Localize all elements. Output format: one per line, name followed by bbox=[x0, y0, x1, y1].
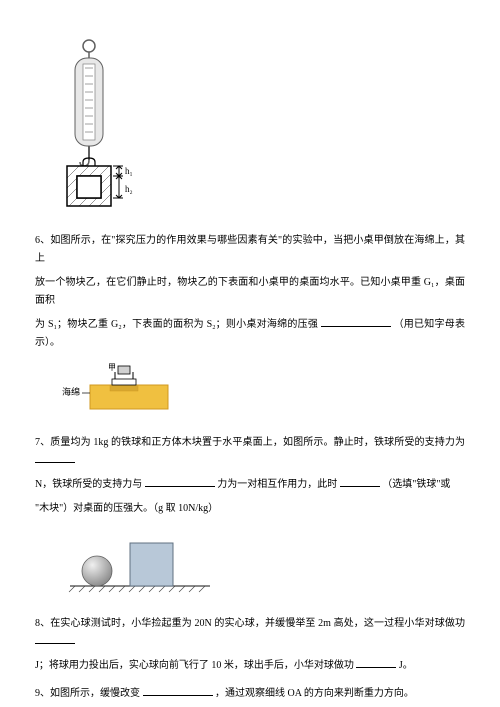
ball-cube-svg bbox=[65, 526, 215, 596]
q8-l1a: 8、在实心球测试时，小华捡起重为 20N 的实心球，并缓慢举至 2m 高处，这一… bbox=[35, 618, 465, 629]
spring-scale-svg: h₁ h₂ bbox=[45, 38, 145, 213]
q7-l2b: 力为一对相互作用力，此时 bbox=[217, 479, 337, 490]
figure-ball-cube bbox=[65, 526, 465, 603]
q8-blank2 bbox=[356, 658, 396, 668]
q6-line1: 6、如图所示，在"探究压力的作用效果与哪些因素有关"的实验中，当把小桌甲倒放在海… bbox=[35, 232, 465, 268]
label-sponge: 海绵 bbox=[62, 386, 80, 397]
q7-line3: "木块"）对桌面的压强大。（g 取 10N/kg） bbox=[35, 500, 465, 518]
label-h1: h₁ bbox=[125, 166, 133, 176]
q6-line3-a: 为 S₁；物块乙重 G₂，下表面的面积为 S₂；则小桌对海绵的压强 bbox=[35, 319, 318, 330]
q6-line2: 放一个物块乙，在它们静止时，物块乙的下表面和小桌甲的桌面均水平。已知小桌甲重 G… bbox=[35, 274, 465, 310]
q8-l2b: J。 bbox=[399, 660, 413, 671]
q7-l1a: 7、质量均为 1kg 的铁球和正方体木块置于水平桌面上，如图所示。静止时，铁球所… bbox=[35, 437, 465, 448]
q7-blank1 bbox=[35, 453, 75, 463]
q8-blank1 bbox=[35, 634, 75, 644]
q7-line1: 7、质量均为 1kg 的铁球和正方体木块置于水平桌面上，如图所示。静止时，铁球所… bbox=[35, 434, 465, 470]
q8-line2: J；将球用力投出后，实心球向前飞行了 10 米，球出手后，小华对球做功 J。 bbox=[35, 657, 465, 675]
figure-sponge: 甲 海绵 bbox=[60, 360, 465, 422]
figure-spring-scale: h₁ h₂ bbox=[45, 38, 465, 220]
q7-blank3 bbox=[340, 477, 380, 487]
q8-l2a: J；将球用力投出后，实心球向前飞行了 10 米，球出手后，小华对球做功 bbox=[35, 660, 354, 671]
sponge-svg: 甲 海绵 bbox=[60, 360, 180, 415]
q7-l2c: （选填"铁球"或 bbox=[382, 479, 450, 490]
label-h2: h₂ bbox=[125, 184, 133, 194]
q6-line3: 为 S₁；物块乙重 G₂，下表面的面积为 S₂；则小桌对海绵的压强 （用已知字母… bbox=[35, 316, 465, 352]
q9-line1: 9、如图所示，缓慢改变 ，通过观察细线 OA 的方向来判断重力方向。 bbox=[35, 685, 465, 703]
label-jia: 甲 bbox=[108, 363, 116, 372]
q8-line1: 8、在实心球测试时，小华捡起重为 20N 的实心球，并缓慢举至 2m 高处，这一… bbox=[35, 615, 465, 651]
q7-l2a: N，铁球所受的支持力与 bbox=[35, 479, 142, 490]
q9-b: ，通过观察细线 OA 的方向来判断重力方向。 bbox=[215, 688, 414, 699]
q9-blank bbox=[143, 686, 213, 696]
q9-a: 9、如图所示，缓慢改变 bbox=[35, 688, 140, 699]
q7-blank2 bbox=[145, 477, 215, 487]
q7-line2: N，铁球所受的支持力与 力为一对相互作用力，此时 （选填"铁球"或 bbox=[35, 476, 465, 494]
q6-blank bbox=[321, 317, 391, 327]
